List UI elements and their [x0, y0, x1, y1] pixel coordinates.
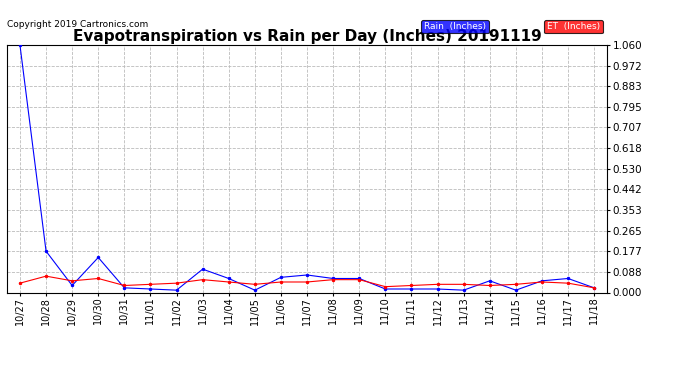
Text: Copyright 2019 Cartronics.com: Copyright 2019 Cartronics.com [7, 20, 148, 29]
Title: Evapotranspiration vs Rain per Day (Inches) 20191119: Evapotranspiration vs Rain per Day (Inch… [72, 29, 542, 44]
Legend: ET  (Inches): ET (Inches) [544, 20, 602, 33]
